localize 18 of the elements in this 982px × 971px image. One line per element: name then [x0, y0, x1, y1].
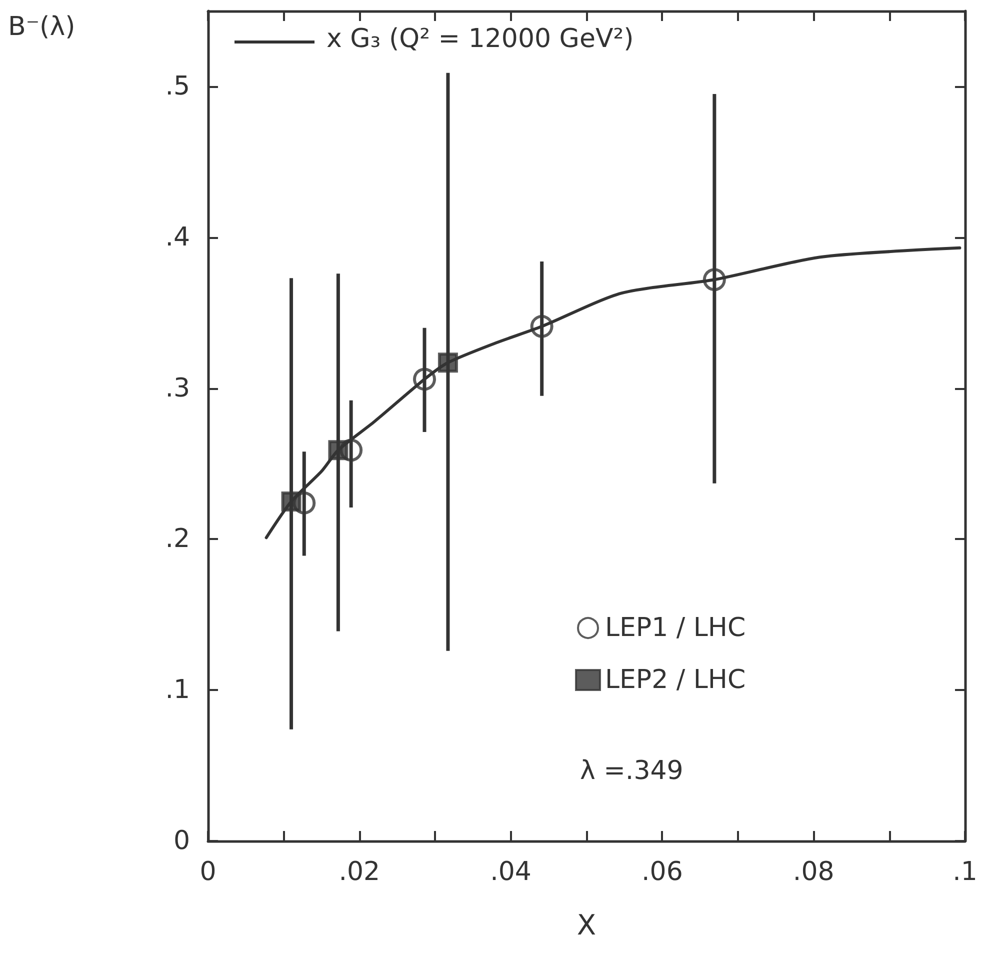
legend-label: x G₃ (Q² = 12000 GeV²) [326, 24, 634, 54]
x-tick-label: .1 [952, 857, 978, 887]
x-tick-label: .06 [642, 857, 683, 887]
x-axis-title: X [576, 908, 596, 942]
y-tick-label: .2 [165, 524, 190, 554]
y-tick-label: .5 [165, 71, 190, 102]
y-tick-label: .3 [165, 373, 190, 404]
y-axis-title: B⁻(λ) [8, 12, 76, 42]
legend-label: LEP1 / LHC [605, 613, 746, 643]
x-tick-label: .04 [490, 857, 532, 887]
y-tick-label: 0 [173, 826, 190, 856]
x-tick-label: 0 [200, 857, 216, 887]
y-tick-label: .1 [165, 675, 190, 706]
annotation: λ =.349 [580, 756, 684, 786]
y-tick-label: .4 [165, 222, 190, 252]
x-tick-label: .08 [792, 857, 834, 887]
x-tick-label: .02 [338, 857, 380, 887]
legend-label: LEP2 / LHC [605, 665, 746, 695]
